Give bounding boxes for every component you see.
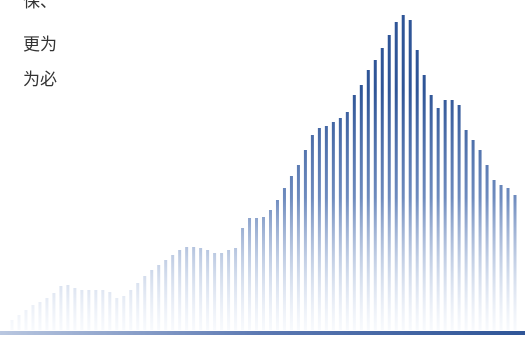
bar xyxy=(275,200,279,330)
bar xyxy=(408,20,412,330)
bar xyxy=(66,285,70,330)
bar xyxy=(255,218,259,330)
bar xyxy=(331,122,335,330)
bar xyxy=(10,320,14,330)
bar xyxy=(415,50,419,330)
bar xyxy=(262,217,265,330)
bar xyxy=(457,105,461,330)
bar xyxy=(192,247,196,330)
bar xyxy=(310,135,314,330)
bar xyxy=(373,60,377,330)
bar xyxy=(164,260,168,330)
bar xyxy=(80,290,84,330)
bar xyxy=(171,255,175,330)
bar xyxy=(59,286,63,330)
bar xyxy=(471,140,475,330)
bar xyxy=(478,150,482,330)
bar xyxy=(450,100,454,330)
bar xyxy=(422,75,426,330)
bar xyxy=(506,188,510,330)
bar xyxy=(324,126,328,330)
bar xyxy=(157,265,161,330)
bar xyxy=(31,305,35,330)
bar xyxy=(122,296,126,330)
bar xyxy=(513,195,517,330)
bar xyxy=(115,298,119,330)
bar xyxy=(143,276,147,330)
bar xyxy=(248,218,252,330)
bar xyxy=(150,270,154,330)
bar xyxy=(94,290,98,330)
bar xyxy=(220,253,224,330)
bar xyxy=(303,150,307,330)
bar xyxy=(73,288,77,330)
bar xyxy=(108,292,112,330)
bar xyxy=(87,290,91,330)
bar xyxy=(359,85,363,330)
bar xyxy=(429,95,433,330)
bar xyxy=(38,302,42,330)
bar xyxy=(492,180,496,330)
bar xyxy=(185,247,189,330)
base-line xyxy=(0,331,525,335)
bar xyxy=(296,165,300,330)
bar xyxy=(394,22,398,330)
bar xyxy=(24,310,28,330)
bar xyxy=(443,100,447,330)
bar xyxy=(401,15,405,330)
bar xyxy=(178,250,182,330)
bar xyxy=(387,35,391,330)
bar xyxy=(234,248,238,330)
bar xyxy=(129,290,133,330)
bar xyxy=(241,228,245,330)
bar xyxy=(338,118,342,330)
bar xyxy=(464,130,468,330)
bar xyxy=(136,283,140,330)
bar xyxy=(52,293,56,330)
bar xyxy=(436,108,440,330)
bar xyxy=(289,176,293,330)
bar xyxy=(282,188,286,330)
bar xyxy=(380,48,384,330)
text-line: 为必 xyxy=(23,70,57,90)
bar xyxy=(45,298,49,330)
bars xyxy=(10,15,517,330)
text-line: 保、 xyxy=(23,0,57,12)
bar xyxy=(17,315,21,330)
bar xyxy=(213,253,217,330)
bar xyxy=(268,210,272,330)
bar xyxy=(345,112,349,330)
bar xyxy=(485,165,489,330)
bar xyxy=(499,185,503,330)
bar xyxy=(227,250,231,330)
bar xyxy=(101,290,105,330)
bar xyxy=(352,95,356,330)
bar xyxy=(206,250,210,330)
text-line: 更为 xyxy=(23,35,57,55)
bar xyxy=(199,248,203,330)
bar xyxy=(366,70,370,330)
bar xyxy=(317,128,321,330)
